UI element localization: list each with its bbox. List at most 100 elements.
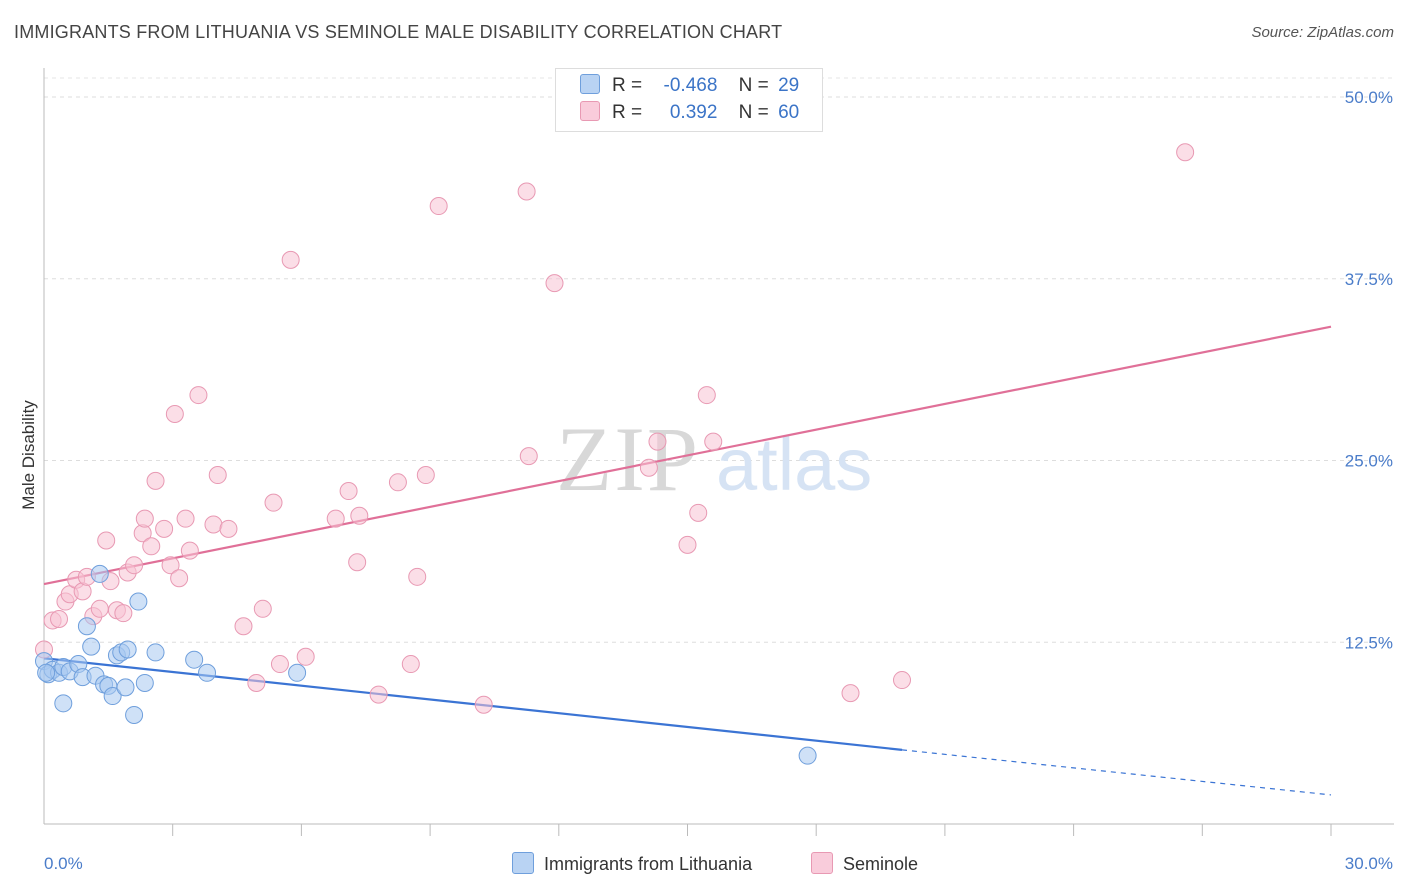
data-point-lithuania (185, 650, 204, 669)
data-point-seminole (204, 515, 223, 534)
x-tick-label-end: 30.0% (1345, 854, 1393, 873)
data-point-seminole (270, 655, 289, 674)
data-point-lithuania (129, 592, 148, 611)
axes (43, 68, 1394, 836)
legend-row-seminole: R = 0.392 N = 60 (580, 101, 799, 127)
data-point-seminole (234, 617, 253, 636)
legend-r-value: 0.392 (669, 102, 718, 123)
data-point-seminole (114, 604, 133, 623)
data-point-seminole (678, 535, 697, 554)
data-point-seminole (165, 404, 184, 423)
data-point-lithuania (118, 640, 137, 659)
y-tick-label: 25.0% (1345, 452, 1393, 471)
data-point-seminole (350, 506, 369, 525)
data-point-seminole (142, 537, 161, 556)
data-point-seminole (401, 655, 420, 674)
data-point-seminole (697, 386, 716, 405)
watermark-atlas: atlas (716, 423, 872, 506)
y-tick-label: 50.0% (1345, 88, 1393, 107)
data-point-seminole (1176, 143, 1195, 162)
data-point-seminole (388, 473, 407, 492)
data-point-seminole (90, 599, 109, 618)
data-point-seminole (408, 567, 427, 586)
tick-labels: 12.5% 25.0% 37.5% 50.0% 0.0% 30.0% Male Disabi… (19, 88, 1393, 873)
legend-n-value: 60 (778, 102, 800, 123)
data-point-seminole (893, 671, 911, 690)
data-point-seminole (474, 695, 493, 714)
data-point-seminole (146, 471, 165, 490)
series-legend-lithuania: Immigrants from Lithuania (512, 852, 752, 875)
y-tick-label: 37.5% (1345, 270, 1393, 289)
chart-source: Source: ZipAtlas.com (1251, 24, 1394, 41)
data-point-seminole (416, 466, 435, 485)
legend-r-value: -0.468 (663, 75, 718, 96)
data-points (35, 143, 1195, 765)
series-legend: Immigrants from Lithuania Seminole (0, 852, 1406, 878)
trend-line-lithuania (43, 657, 903, 751)
data-point-seminole (264, 493, 283, 512)
series-label-lithuania: Immigrants from Lithuania (544, 854, 753, 874)
legend-swatch-seminole (580, 101, 600, 121)
data-point-seminole (253, 599, 272, 618)
data-point-seminole (125, 556, 144, 575)
data-point-seminole (135, 509, 154, 528)
data-point-seminole (517, 182, 536, 201)
data-point-lithuania (146, 643, 165, 662)
trend-line-extension (901, 749, 1332, 796)
data-point-seminole (180, 541, 199, 560)
data-point-seminole (339, 482, 358, 501)
y-tick-label: 12.5% (1345, 633, 1393, 652)
data-point-lithuania (135, 673, 154, 692)
series-swatch-seminole (811, 852, 833, 874)
data-point-seminole (247, 673, 266, 692)
data-point-seminole (348, 553, 367, 572)
data-point-seminole (50, 609, 69, 628)
data-point-seminole (326, 509, 345, 528)
legend-r-label: R = (612, 102, 643, 123)
data-point-seminole (170, 569, 189, 588)
data-point-seminole (189, 386, 208, 405)
data-point-seminole (176, 509, 195, 528)
data-point-seminole (841, 684, 860, 703)
chart-title: IMMIGRANTS FROM LITHUANIA VS SEMINOLE MA… (14, 22, 783, 42)
data-point-lithuania (798, 746, 817, 765)
gridlines (44, 77, 1394, 643)
data-point-lithuania (116, 678, 135, 697)
series-label-seminole: Seminole (843, 854, 919, 874)
legend-n-label: N = (738, 102, 769, 123)
legend-n-value: 29 (778, 75, 800, 96)
data-point-seminole (704, 432, 723, 451)
series-legend-seminole: Seminole (811, 852, 918, 875)
data-point-seminole (219, 519, 238, 538)
data-point-lithuania (77, 617, 96, 636)
data-point-seminole (519, 447, 538, 466)
data-point-seminole (161, 556, 180, 575)
data-point-seminole (208, 466, 227, 485)
data-point-seminole (689, 503, 708, 522)
data-point-lithuania (90, 564, 109, 583)
trend-line-seminole (43, 325, 1332, 586)
data-point-seminole (369, 685, 388, 704)
data-point-seminole (97, 531, 116, 550)
data-point-lithuania (103, 687, 122, 706)
correlation-legend: R = -0.468 N = 29 R = 0.392 N = 60 (555, 68, 823, 132)
data-point-seminole (429, 197, 448, 216)
data-point-seminole (545, 274, 564, 293)
data-point-seminole (281, 250, 300, 269)
series-swatch-lithuania (512, 852, 534, 874)
y-axis-label: Male Disability (19, 400, 38, 510)
data-point-lithuania (37, 663, 56, 682)
data-point-lithuania (125, 705, 144, 724)
data-point-seminole (639, 458, 658, 477)
data-point-lithuania (198, 663, 217, 682)
data-point-seminole (155, 519, 174, 538)
legend-r-label: R = (612, 75, 643, 96)
data-point-seminole (648, 432, 667, 451)
data-point-lithuania (82, 637, 101, 656)
legend-row-lithuania: R = -0.468 N = 29 (580, 74, 799, 100)
trend-lines (43, 325, 1332, 796)
legend-n-label: N = (738, 75, 769, 96)
x-tick-label-start: 0.0% (44, 854, 83, 873)
legend-swatch-lithuania (580, 74, 600, 94)
